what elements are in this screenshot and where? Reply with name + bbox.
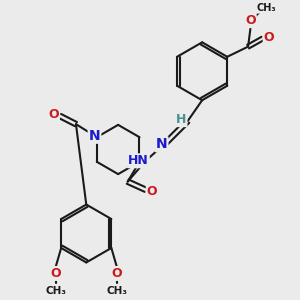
Text: CH₃: CH₃ (256, 3, 276, 13)
Text: O: O (51, 267, 61, 280)
Text: O: O (264, 31, 274, 44)
Text: O: O (147, 185, 157, 198)
Text: HN: HN (128, 154, 149, 167)
Text: CH₃: CH₃ (106, 286, 127, 296)
Text: N: N (156, 137, 167, 151)
Text: H: H (176, 113, 187, 126)
Text: O: O (245, 14, 256, 27)
Text: CH₃: CH₃ (46, 286, 67, 296)
Text: O: O (111, 267, 122, 280)
Text: N: N (89, 129, 100, 143)
Text: O: O (48, 108, 59, 121)
